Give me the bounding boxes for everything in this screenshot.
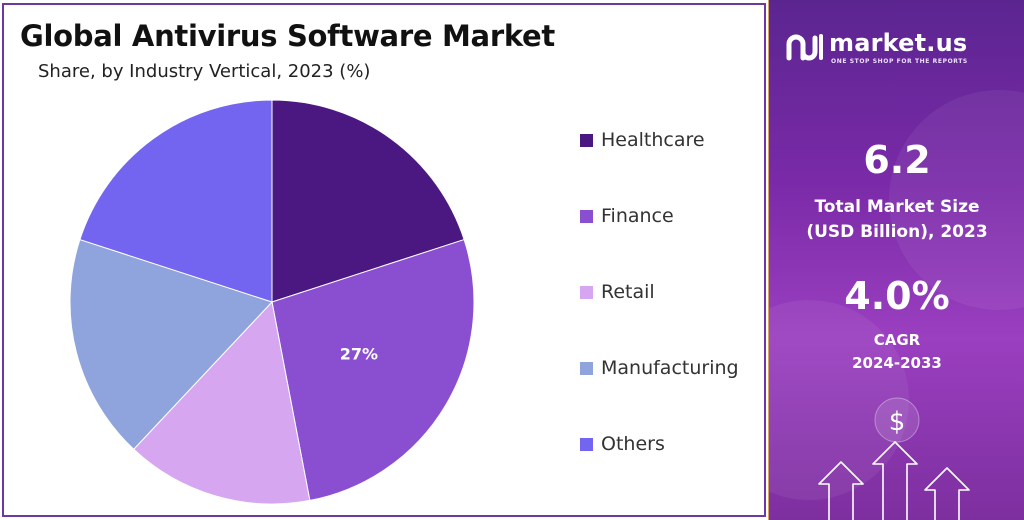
data-label-finance: 27% (340, 344, 378, 363)
legend-swatch (580, 437, 593, 451)
legend-item-others: Others (580, 433, 665, 455)
chart-subtitle: Share, by Industry Vertical, 2023 (%) (38, 61, 371, 82)
legend-label: Manufacturing (601, 357, 739, 379)
legend-item-finance: Finance (580, 205, 674, 227)
legend-label: Retail (601, 281, 655, 303)
pie-slice-others (79, 99, 273, 303)
dollar-icon: $ (874, 397, 920, 443)
market-size-label: Total Market Size (814, 197, 980, 217)
up-arrow-icon (818, 441, 970, 520)
legend-label: Finance (601, 205, 674, 227)
brand: market.us ONE STOP SHOP FOR THE REPORTS (785, 29, 1015, 70)
legend-swatch (580, 285, 593, 299)
legend-label: Healthcare (601, 129, 705, 151)
market-size-value: 6.2 (863, 138, 931, 182)
legend-swatch (580, 361, 593, 375)
growth-arrows-art: $ (818, 397, 970, 520)
market-us-logo-icon (786, 34, 823, 61)
brand-tagline: ONE STOP SHOP FOR THE REPORTS (831, 58, 968, 65)
pie-slice-retail (133, 300, 311, 505)
legend: Healthcare Finance Retail Manufacturing Othe… (580, 129, 760, 469)
legend-swatch (580, 133, 593, 147)
cagr-period-label: 2024-2033 (852, 354, 942, 372)
market-size-unit-label: (USD Billion), 2023 (806, 222, 988, 242)
chart-title: Global Antivirus Software Market (20, 19, 555, 53)
pie-slice-healthcare (271, 99, 465, 303)
pie-slice-finance (271, 238, 475, 502)
dollar-symbol: $ (889, 407, 906, 437)
cagr-value: 4.0% (844, 274, 950, 318)
legend-label: Others (601, 433, 665, 455)
chart-panel: Global Antivirus Software Market Share, … (2, 3, 766, 517)
legend-item-retail: Retail (580, 281, 655, 303)
pie-chart: 27% (69, 99, 475, 505)
legend-item-healthcare: Healthcare (580, 129, 705, 151)
cagr-label: CAGR (873, 331, 921, 349)
pie-slice-manufacturing (69, 238, 273, 450)
summary-sidebar: market.us ONE STOP SHOP FOR THE REPORTS … (768, 0, 1024, 520)
legend-item-manufacturing: Manufacturing (580, 357, 739, 379)
legend-swatch (580, 209, 593, 223)
brand-name: market.us (829, 29, 968, 57)
